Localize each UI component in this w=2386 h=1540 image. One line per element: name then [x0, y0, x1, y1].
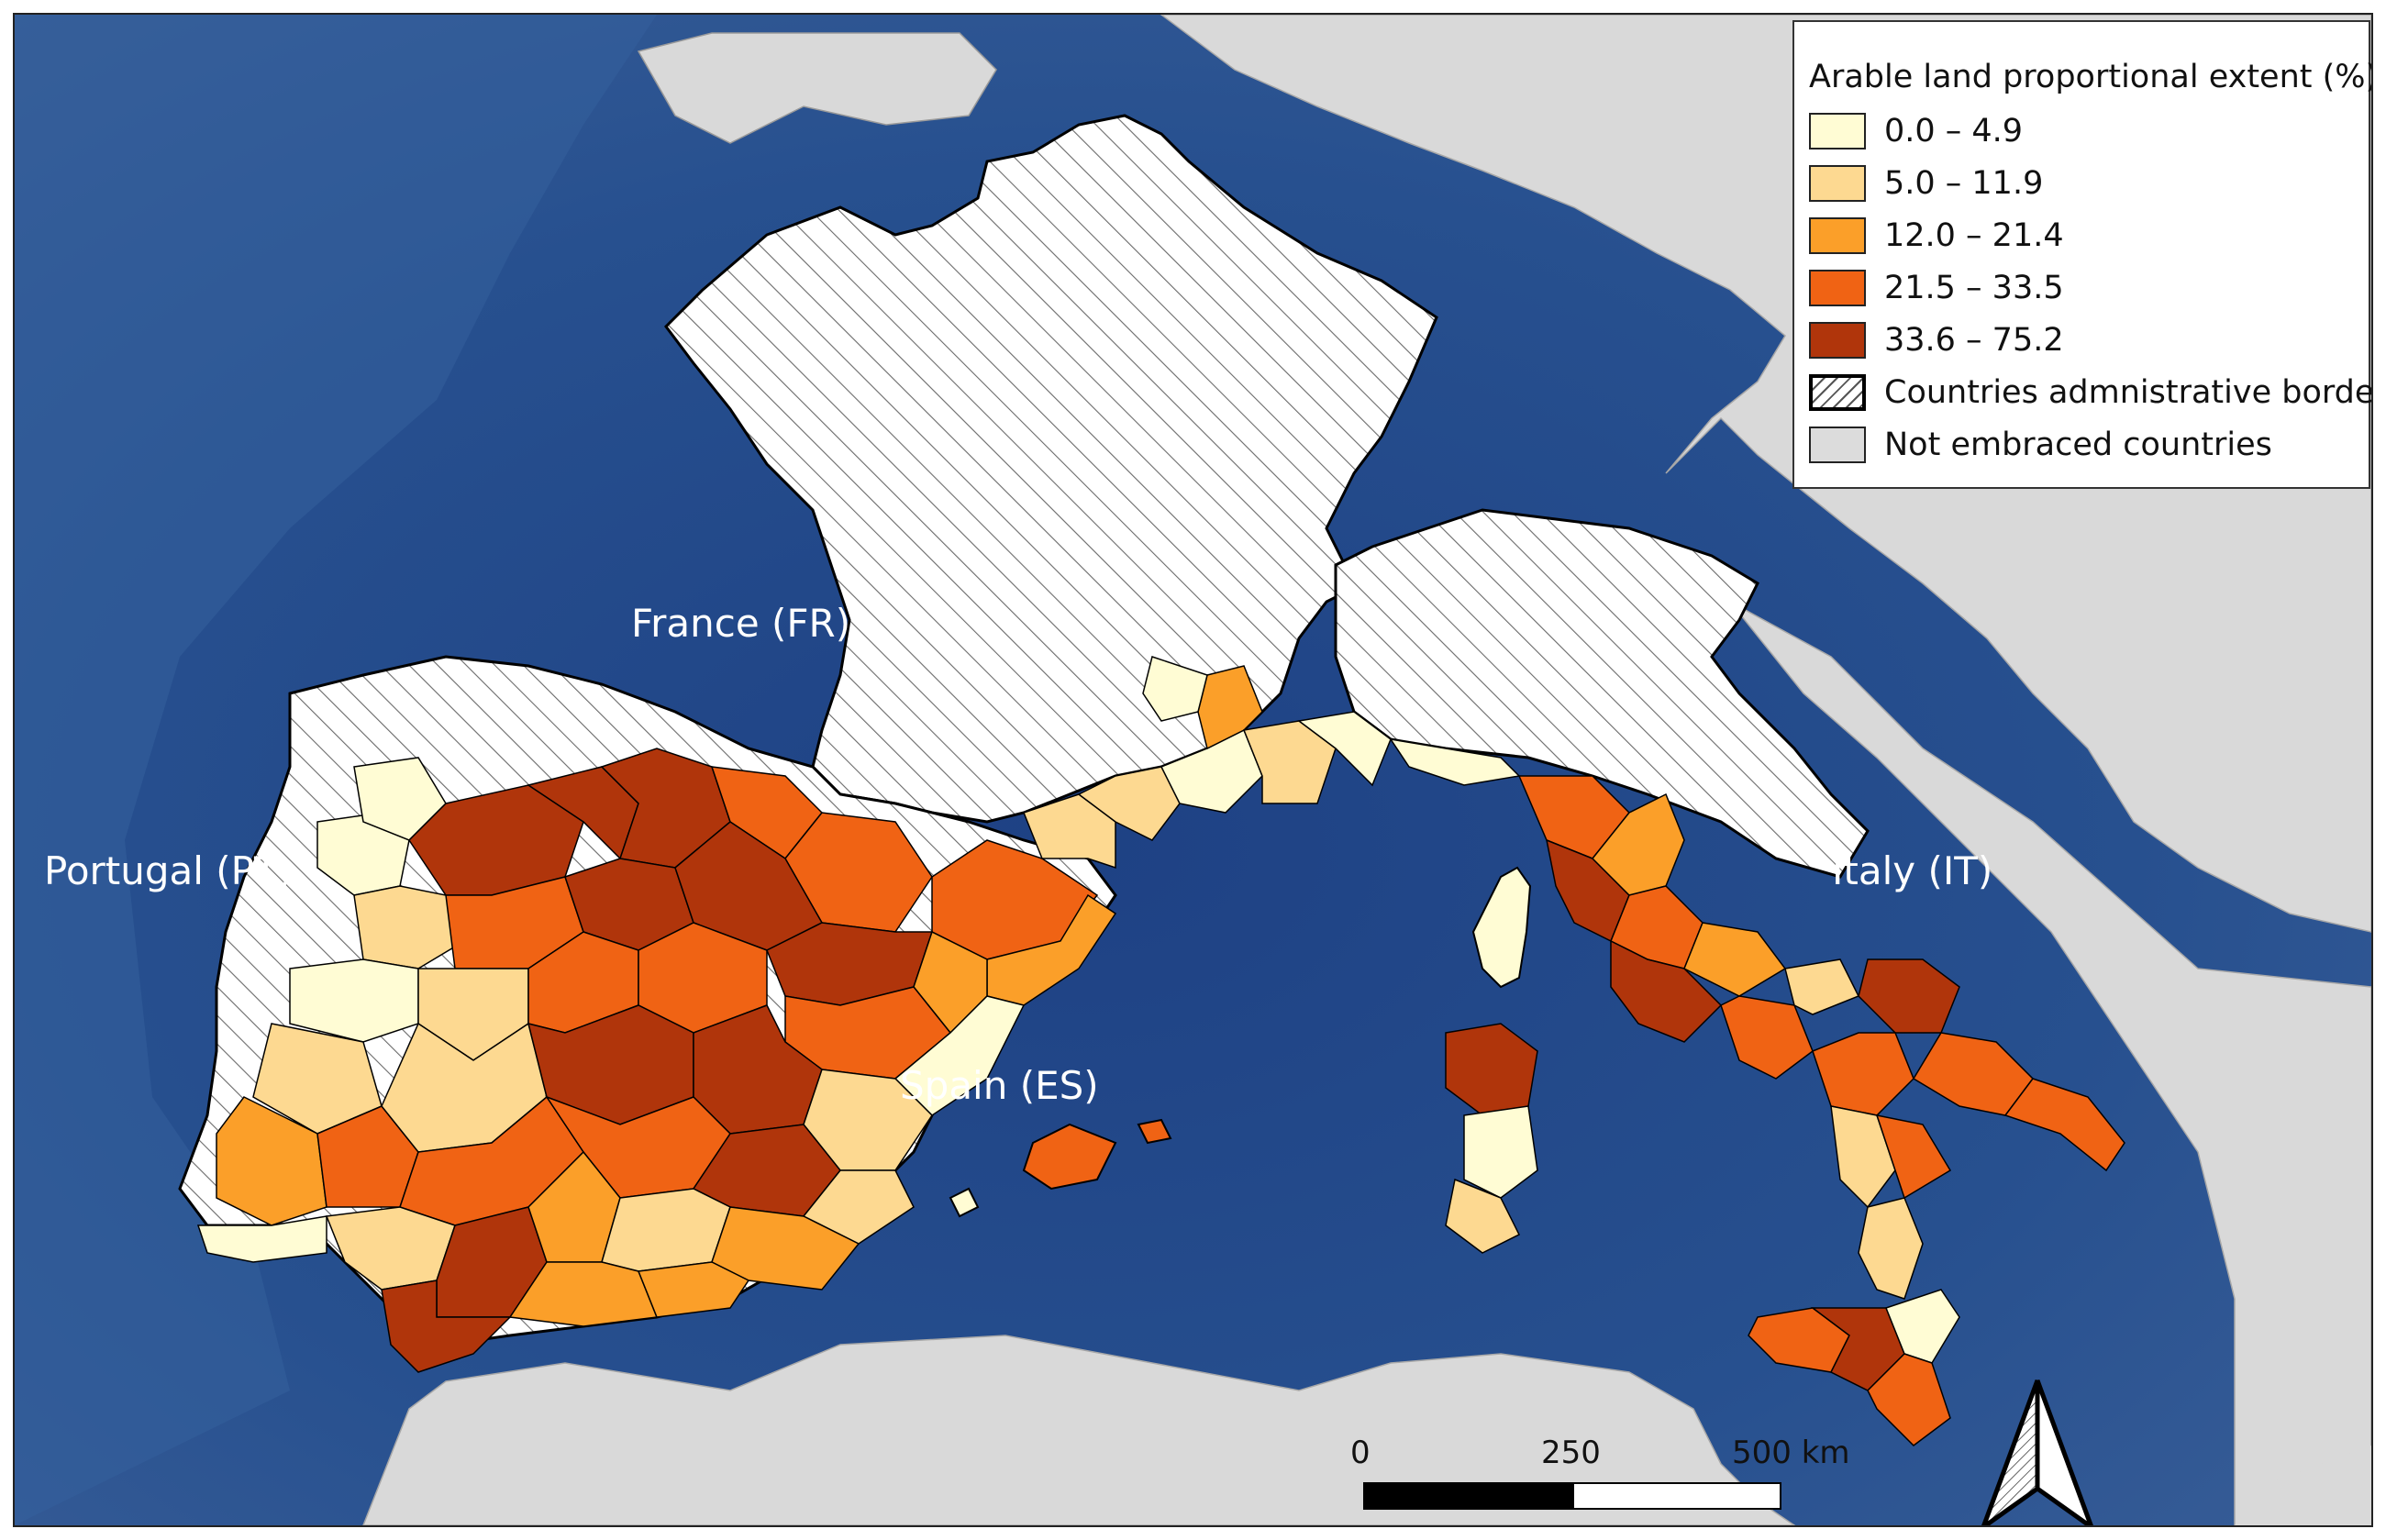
uk-land — [637, 32, 997, 144]
region-es-alicante — [802, 1169, 915, 1245]
legend-label-class-1: 0.0 – 4.9 — [1884, 112, 2024, 150]
corsica-island — [1471, 866, 1532, 989]
map-legend: Arable land proportional extent (%) 0.0 … — [1792, 20, 2373, 489]
libya-land — [2235, 1446, 2371, 1525]
legend-item-class-5: 33.6 – 75.2 — [1809, 314, 2369, 366]
legend-label-borders: Countries admnistrative borders — [1884, 373, 2373, 411]
legend-swatch-class-5 — [1809, 321, 1866, 359]
legend-swatch-class-4 — [1809, 269, 1866, 306]
atlantic-shelf — [15, 15, 657, 1525]
legend-label-not-embraced: Not embraced countries — [1884, 426, 2272, 463]
region-es-jaen — [601, 1188, 731, 1272]
region-it-abruzzo — [1683, 922, 1787, 997]
scale-label-0: 0 — [1350, 1435, 1371, 1471]
region-it-sardinia-c — [1463, 1105, 1538, 1199]
legend-swatch-class-2 — [1809, 164, 1866, 202]
region-it-crotone — [1875, 1114, 1952, 1200]
region-it-sardinia-s — [1445, 1178, 1521, 1254]
scale-bar: 0 250 500 km — [1347, 1435, 1850, 1517]
region-fr-s-6 — [1297, 711, 1392, 787]
region-it-molise — [1784, 958, 1860, 1015]
region-pt-algarve — [196, 1215, 327, 1263]
map-frame: France (FR) Portugal (PT) Spain (ES) Ita… — [13, 13, 2373, 1527]
legend-swatch-not-embraced — [1809, 426, 1866, 463]
legend-item-class-4: 21.5 – 33.5 — [1809, 261, 2369, 314]
region-it-calabria-s — [1858, 1197, 1924, 1300]
region-it-lecce — [2003, 1078, 2125, 1172]
region-it-lazio — [1610, 939, 1723, 1043]
legend-label-class-4: 21.5 – 33.5 — [1884, 269, 2064, 306]
scale-segment-white — [1572, 1482, 1781, 1510]
legend-item-borders: Countries admnistrative borders — [1809, 366, 2371, 418]
legend-item-not-embraced: Not embraced countries — [1809, 418, 2369, 471]
label-portugal: Portugal (PT) — [44, 848, 293, 893]
region-es-ibiza — [949, 1187, 980, 1218]
balkans-land — [1729, 601, 2371, 1525]
region-it-cosenza — [1830, 1105, 1896, 1209]
scale-segment-black — [1363, 1482, 1572, 1510]
label-france: France (FR) — [631, 601, 850, 646]
label-spain: Spain (ES) — [900, 1063, 1099, 1108]
legend-label-class-2: 5.0 – 11.9 — [1884, 164, 2044, 202]
region-it-sicily-se — [1867, 1353, 1951, 1446]
region-it-sicily-e — [1885, 1289, 1960, 1364]
legend-item-class-3: 12.0 – 21.4 — [1809, 209, 2369, 261]
legend-swatch-class-1 — [1809, 112, 1866, 150]
legend-label-class-3: 12.0 – 21.4 — [1884, 216, 2064, 254]
legend-swatch-class-3 — [1809, 216, 1866, 254]
legend-label-class-5: 33.6 – 75.2 — [1884, 321, 2064, 359]
region-es-balearics — [1022, 1123, 1117, 1191]
label-italy: Italy (IT) — [1832, 848, 1992, 893]
france-country — [664, 114, 1438, 824]
region-es-cadiz — [381, 1280, 512, 1373]
legend-swatch-borders — [1809, 373, 1866, 411]
legend-title: Arable land proportional extent (%) — [1809, 59, 2373, 95]
north-arrow-icon — [1981, 1379, 2093, 1525]
scale-label-500: 500 km — [1732, 1435, 1850, 1471]
legend-item-class-2: 5.0 – 11.9 — [1809, 157, 2369, 209]
scale-label-250: 250 — [1541, 1435, 1601, 1471]
region-es-menorca — [1137, 1118, 1172, 1145]
legend-item-class-1: 0.0 – 4.9 — [1809, 105, 2369, 157]
region-es-almeria — [637, 1261, 750, 1318]
region-fr-s-7 — [1142, 656, 1208, 722]
north-africa-land — [362, 1335, 1796, 1525]
